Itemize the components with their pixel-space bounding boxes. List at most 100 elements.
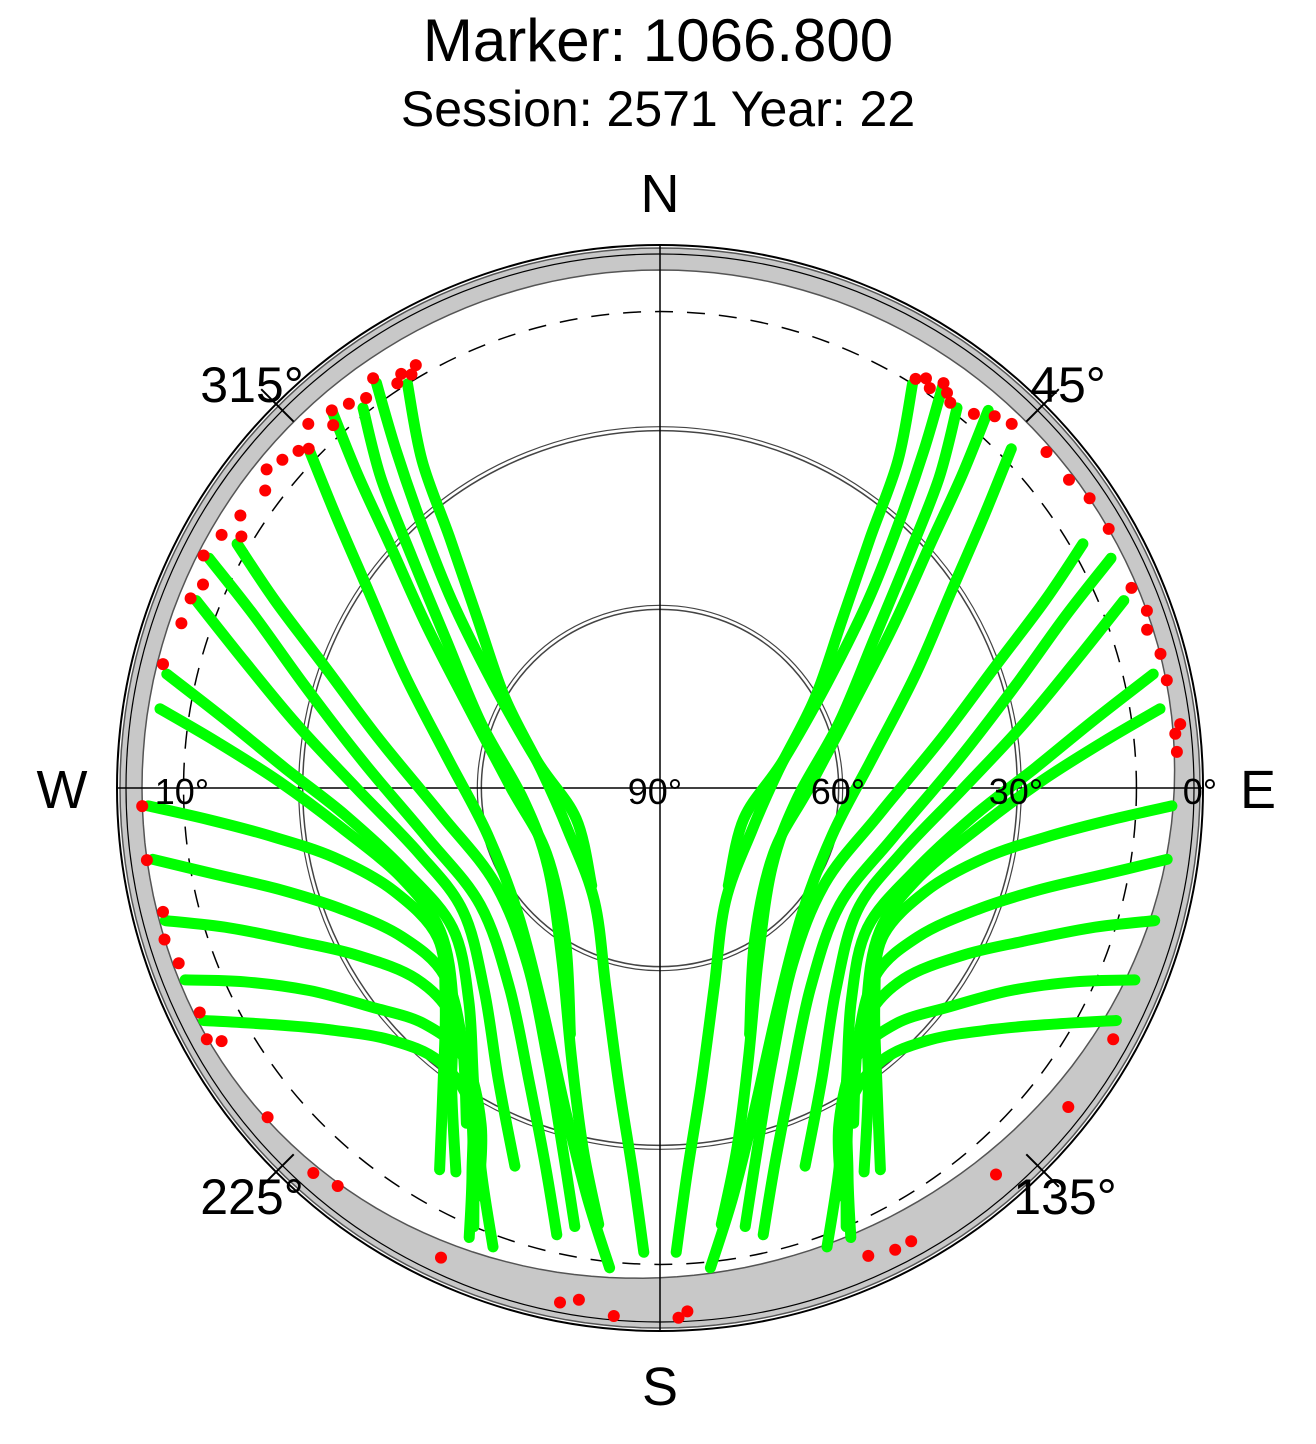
low-point-18 bbox=[197, 549, 210, 562]
low-point-20 bbox=[184, 592, 197, 605]
track-5 bbox=[231, 538, 581, 1232]
low-point-31 bbox=[261, 1111, 274, 1124]
track-28 bbox=[832, 974, 1141, 1202]
low-point-44 bbox=[941, 386, 953, 399]
low-point-63 bbox=[990, 1168, 1002, 1181]
axis-labels: N S W E 45° 135° 225° 315° 0° 10° 30° 60… bbox=[37, 164, 1277, 1417]
low-point-5 bbox=[360, 392, 373, 404]
satellite-tracks bbox=[142, 377, 1178, 1274]
low-point-12 bbox=[276, 453, 289, 466]
low-point-14 bbox=[259, 484, 272, 497]
low-point-27 bbox=[172, 957, 185, 970]
low-point-57 bbox=[1160, 674, 1173, 687]
low-point-61 bbox=[1107, 1033, 1120, 1046]
azimuth-tick-45 bbox=[1025, 388, 1060, 423]
low-point-53 bbox=[1125, 581, 1138, 594]
low-point-65 bbox=[889, 1243, 902, 1256]
low-point-50 bbox=[1063, 473, 1075, 486]
low-point-49 bbox=[1040, 446, 1053, 458]
azimuth-tick-225 bbox=[260, 1153, 295, 1188]
low-point-64 bbox=[905, 1235, 918, 1248]
low-point-51 bbox=[1083, 492, 1096, 505]
low-point-3 bbox=[391, 377, 404, 390]
low-point-55 bbox=[1141, 623, 1154, 636]
low-point-6 bbox=[342, 397, 355, 410]
low-point-7 bbox=[325, 404, 338, 417]
low-point-21 bbox=[175, 617, 188, 630]
chart-subtitle: Session: 2571 Year: 22 bbox=[400, 81, 916, 137]
cardinal-south: S bbox=[642, 1357, 678, 1417]
low-point-8 bbox=[327, 419, 340, 432]
low-point-35 bbox=[554, 1296, 566, 1309]
low-point-60 bbox=[1170, 745, 1183, 758]
azimuth-label-225: 225° bbox=[200, 1169, 303, 1225]
low-point-24 bbox=[140, 854, 153, 867]
low-point-37 bbox=[607, 1310, 620, 1322]
low-point-43 bbox=[937, 377, 950, 390]
track-3 bbox=[357, 402, 605, 1230]
low-point-34 bbox=[435, 1251, 447, 1264]
low-point-1 bbox=[405, 368, 418, 381]
azimuth-tick-315 bbox=[260, 388, 295, 423]
low-point-56 bbox=[1154, 647, 1167, 660]
low-point-11 bbox=[292, 444, 305, 457]
elevation-label-60: 60° bbox=[811, 771, 865, 812]
low-point-30 bbox=[215, 1035, 228, 1048]
low-point-22 bbox=[157, 658, 169, 671]
track-14 bbox=[198, 1015, 479, 1243]
low-point-54 bbox=[1140, 604, 1153, 617]
low-point-42 bbox=[923, 382, 936, 395]
low-point-13 bbox=[260, 463, 273, 476]
low-point-52 bbox=[1102, 522, 1115, 535]
low-point-23 bbox=[136, 800, 149, 813]
low-point-46 bbox=[967, 407, 980, 420]
low-point-17 bbox=[215, 528, 228, 541]
track-16 bbox=[670, 378, 918, 1258]
low-point-10 bbox=[302, 442, 315, 455]
low-point-59 bbox=[1169, 727, 1182, 740]
low-point-45 bbox=[944, 396, 957, 409]
low-point-15 bbox=[234, 509, 247, 522]
track-1 bbox=[402, 378, 650, 1258]
cardinal-west: W bbox=[37, 760, 88, 820]
low-point-4 bbox=[367, 372, 380, 385]
chart-title: Marker: 1066.800 bbox=[422, 7, 894, 74]
cardinal-east: E bbox=[1240, 760, 1276, 820]
azimuth-label-135: 135° bbox=[1013, 1169, 1116, 1225]
track-0 bbox=[371, 377, 598, 892]
low-point-40 bbox=[909, 372, 922, 385]
track-15 bbox=[722, 377, 949, 892]
low-point-38 bbox=[672, 1311, 685, 1324]
track-6 bbox=[203, 552, 563, 1241]
low-point-33 bbox=[331, 1180, 344, 1192]
elevation-label-10: 10° bbox=[155, 771, 209, 812]
track-19 bbox=[704, 443, 1017, 1274]
elevation-label-0: 0° bbox=[1183, 771, 1217, 812]
azimuth-label-45: 45° bbox=[1030, 357, 1106, 413]
track-18 bbox=[715, 402, 963, 1230]
low-point-16 bbox=[235, 530, 248, 543]
track-29 bbox=[841, 1015, 1122, 1243]
track-4 bbox=[303, 443, 616, 1274]
low-point-2 bbox=[409, 359, 422, 372]
low-point-19 bbox=[197, 578, 209, 591]
elevation-label-90: 90° bbox=[628, 771, 682, 812]
low-point-66 bbox=[862, 1249, 875, 1262]
track-13 bbox=[179, 974, 488, 1202]
track-21 bbox=[757, 552, 1117, 1241]
low-point-32 bbox=[307, 1167, 320, 1179]
track-7 bbox=[190, 595, 521, 1172]
elevation-label-30: 30° bbox=[989, 771, 1043, 812]
low-point-39 bbox=[681, 1305, 694, 1318]
low-point-29 bbox=[200, 1033, 213, 1046]
azimuth-label-315: 315° bbox=[200, 357, 303, 413]
low-point-9 bbox=[302, 417, 315, 430]
low-point-58 bbox=[1174, 718, 1187, 731]
track-22 bbox=[799, 595, 1130, 1172]
low-point-28 bbox=[193, 1006, 206, 1019]
low-point-62 bbox=[1062, 1101, 1075, 1113]
low-elevation-points bbox=[136, 359, 1187, 1324]
low-point-41 bbox=[920, 372, 932, 385]
low-point-48 bbox=[1005, 417, 1018, 430]
